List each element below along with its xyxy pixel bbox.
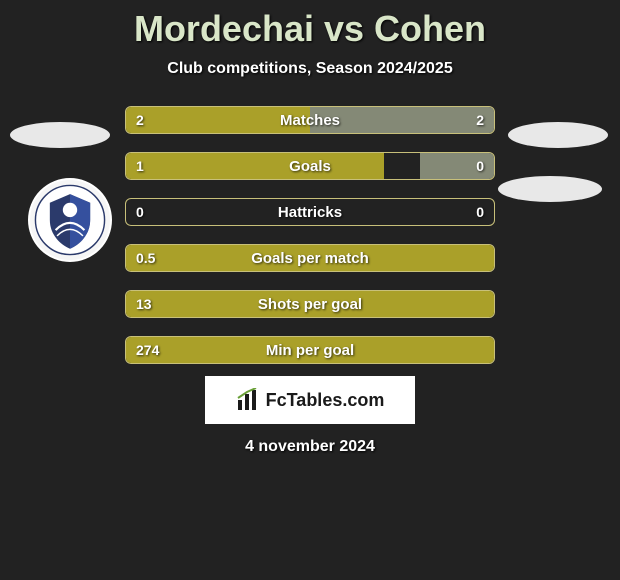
- brand-badge: FcTables.com: [205, 376, 415, 424]
- footer-date: 4 november 2024: [0, 438, 620, 456]
- stats-container: 22Matches 10Goals 00Hattricks 0.5Goals per …: [125, 106, 495, 364]
- page-subtitle: Club competitions, Season 2024/2025: [0, 60, 620, 78]
- stat-label: Hattricks: [126, 199, 494, 225]
- stat-row: 00Hattricks: [125, 198, 495, 226]
- stat-label: Goals: [126, 153, 494, 179]
- page-title: Mordechai vs Cohen: [0, 0, 620, 50]
- club-badge: [28, 178, 112, 262]
- stat-row: 10Goals: [125, 152, 495, 180]
- stat-label: Shots per goal: [126, 291, 494, 317]
- stat-row: 274Min per goal: [125, 336, 495, 364]
- stat-row: 13Shots per goal: [125, 290, 495, 318]
- ellipse-mid-right: [498, 176, 602, 202]
- stat-label: Matches: [126, 107, 494, 133]
- stat-label: Min per goal: [126, 337, 494, 363]
- ellipse-top-left: [10, 122, 110, 148]
- stat-label: Goals per match: [126, 245, 494, 271]
- stat-row: 0.5Goals per match: [125, 244, 495, 272]
- brand-text: FcTables.com: [266, 390, 385, 411]
- ellipse-top-right: [508, 122, 608, 148]
- shield-icon: [34, 184, 106, 256]
- bars-icon: [236, 388, 260, 412]
- stat-row: 22Matches: [125, 106, 495, 134]
